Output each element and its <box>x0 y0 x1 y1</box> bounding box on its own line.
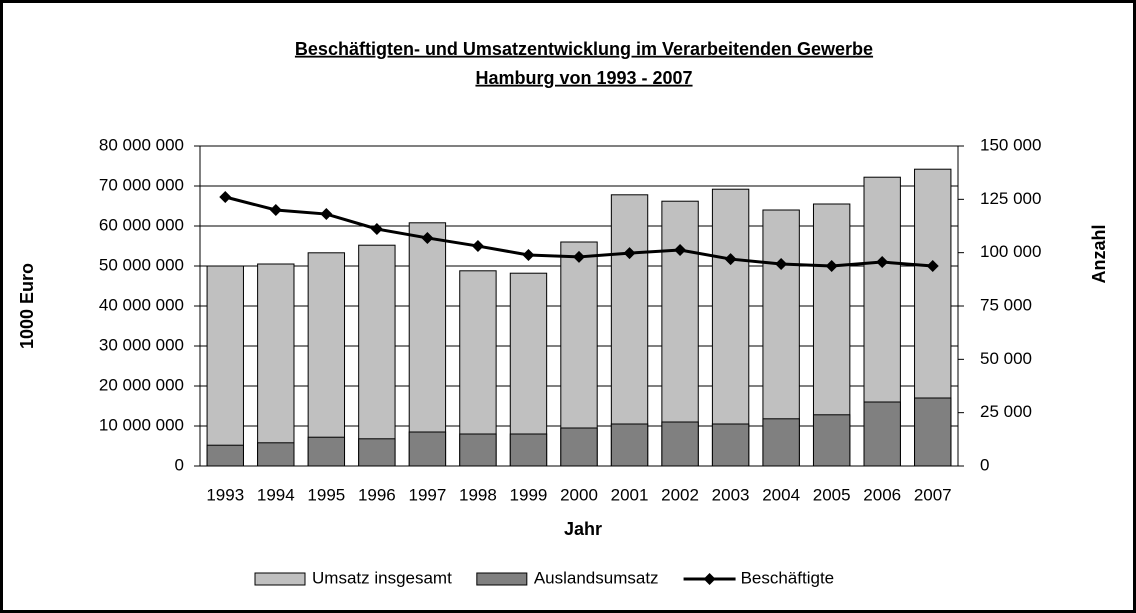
y-tick-label: 80 000 000 <box>99 135 184 154</box>
y-tick-label: 0 <box>175 455 184 474</box>
bar <box>307 436 346 467</box>
x-tick-label: 2007 <box>914 485 952 504</box>
bar <box>914 397 952 467</box>
marker <box>269 204 282 216</box>
bar <box>812 414 851 467</box>
bar <box>307 252 346 467</box>
x-tick-label: 1993 <box>206 485 244 504</box>
y2-tick-label: 125 000 <box>980 189 1041 208</box>
chart-title: Beschäftigten- und Umsatzentwicklung im … <box>295 39 873 59</box>
y-tick-label: 30 000 000 <box>99 335 184 354</box>
y-tick-label: 60 000 000 <box>99 215 184 234</box>
x-tick-label: 2000 <box>560 485 598 504</box>
x-tick-label: 2001 <box>611 485 649 504</box>
bar <box>358 438 396 467</box>
marker <box>421 231 434 244</box>
y2-tick-label: 0 <box>980 455 989 474</box>
y-tick-label: 40 000 000 <box>99 295 184 314</box>
marker <box>471 240 484 253</box>
bar <box>762 418 800 467</box>
marker <box>573 250 585 263</box>
x-tick-label: 1997 <box>408 485 446 504</box>
x-tick-label: 2002 <box>661 485 699 504</box>
bar <box>863 401 901 467</box>
bar <box>206 444 244 467</box>
legend-swatch <box>476 572 528 586</box>
x-tick-label: 2003 <box>712 485 750 504</box>
x-tick-label: 1994 <box>257 485 295 504</box>
x-tick-label: 1996 <box>358 485 396 504</box>
bar <box>358 244 396 467</box>
bar <box>610 194 649 467</box>
legend-label: Auslandsumsatz <box>534 568 659 587</box>
bar <box>257 263 295 467</box>
legend-label: Umsatz insgesamt <box>312 568 452 587</box>
y2-tick-label: 150 000 <box>980 135 1041 154</box>
legend-marker <box>703 573 716 585</box>
y-tick-label: 20 000 000 <box>99 375 184 394</box>
x-axis-title: Jahr <box>564 519 602 539</box>
x-tick-label: 2004 <box>762 485 800 504</box>
y2-tick-label: 25 000 <box>980 402 1032 421</box>
bar <box>408 431 447 467</box>
x-tick-label: 2006 <box>863 485 901 504</box>
legend-label: Beschäftigte <box>741 568 835 587</box>
marker <box>825 260 838 272</box>
bar <box>206 265 244 467</box>
bar <box>560 427 598 467</box>
x-tick-label: 1998 <box>459 485 497 504</box>
bar <box>711 423 750 467</box>
y-tick-label: 10 000 000 <box>99 415 184 434</box>
y2-tick-label: 50 000 <box>980 349 1032 368</box>
chart-title: Hamburg von 1993 - 2007 <box>475 68 692 88</box>
y2-tick-label: 100 000 <box>980 242 1041 261</box>
bar <box>661 421 699 467</box>
marker <box>876 256 889 269</box>
marker <box>370 222 383 235</box>
bar <box>711 188 750 467</box>
x-tick-label: 1999 <box>510 485 548 504</box>
marker <box>674 244 687 256</box>
x-tick-label: 2005 <box>813 485 851 504</box>
marker <box>775 257 788 270</box>
marker <box>219 190 232 203</box>
marker <box>724 253 737 266</box>
marker <box>320 208 333 221</box>
marker <box>926 260 939 272</box>
y-axis-title: 1000 Euro <box>17 263 37 349</box>
bar <box>509 433 548 467</box>
bar <box>459 433 497 467</box>
y2-tick-label: 75 000 <box>980 295 1032 314</box>
marker <box>623 247 636 260</box>
marker <box>522 249 535 262</box>
y2-axis-title: Anzahl <box>1089 224 1109 283</box>
y-tick-label: 50 000 000 <box>99 255 184 274</box>
bar <box>408 222 447 467</box>
bar <box>257 442 295 467</box>
bar <box>610 423 649 467</box>
legend-swatch <box>254 572 306 586</box>
y-tick-label: 70 000 000 <box>99 175 184 194</box>
x-tick-label: 1995 <box>307 485 345 504</box>
